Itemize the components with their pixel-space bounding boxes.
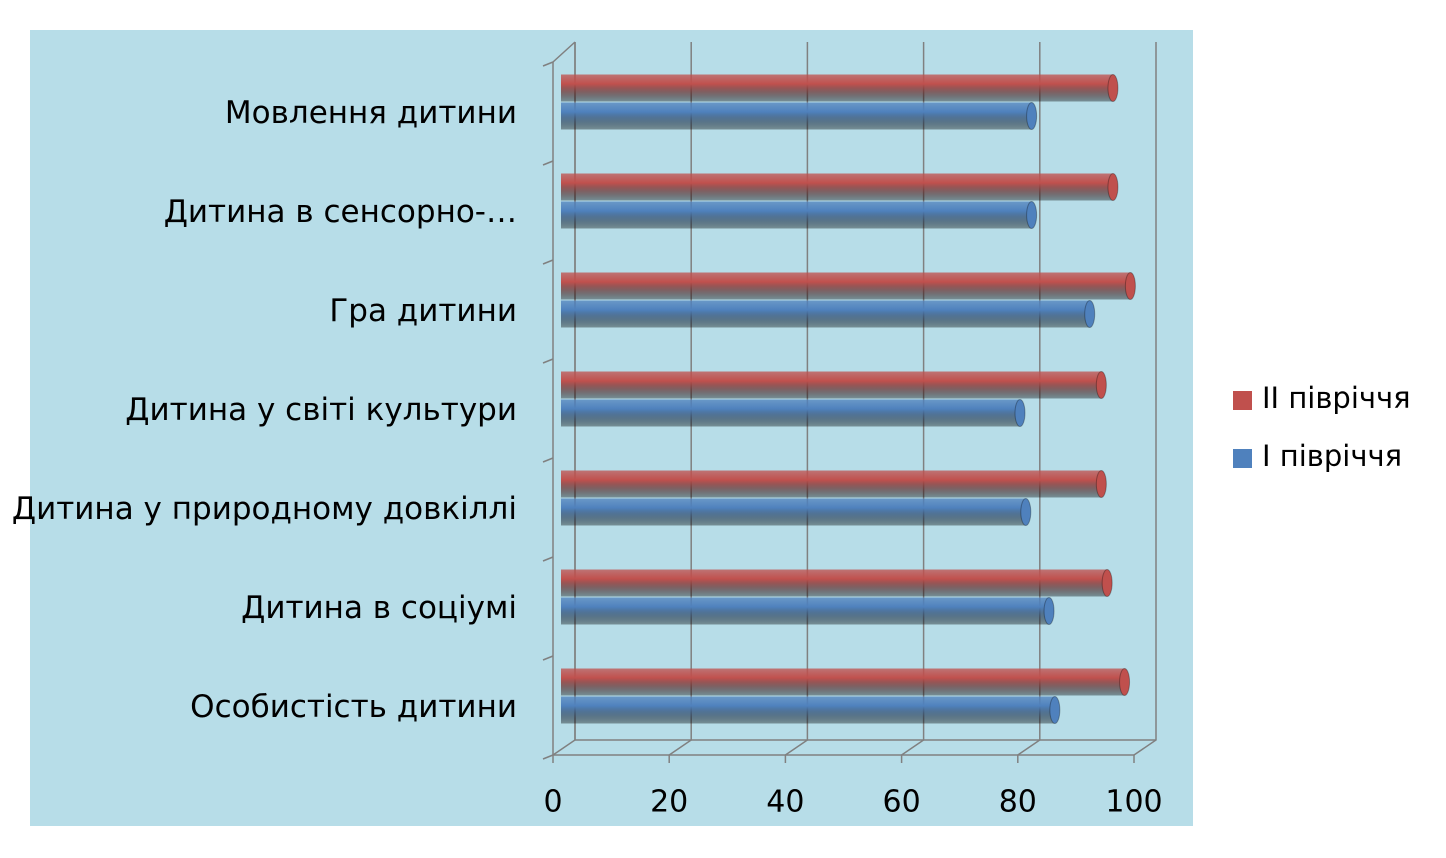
bar: [561, 102, 1032, 130]
category-tick: [542, 754, 554, 760]
x-tick-label: 60: [883, 785, 921, 820]
category-tick: [542, 61, 554, 67]
bar-end-cap: [1084, 300, 1096, 328]
category-label: Гра дитини: [329, 293, 517, 329]
bar-end-cap: [1020, 498, 1032, 526]
category-tick: [542, 556, 554, 562]
bar-end-cap: [1026, 102, 1038, 130]
bar: [561, 201, 1032, 229]
bar: [561, 300, 1090, 328]
grid-line: [1133, 42, 1157, 756]
bar: [561, 498, 1026, 526]
bar-end-cap: [1124, 272, 1136, 300]
bar: [561, 173, 1113, 201]
bar: [561, 470, 1102, 498]
bar-end-cap: [1049, 696, 1061, 724]
category-label: Особистість дитини: [190, 689, 517, 725]
legend-marker: [1233, 391, 1252, 410]
bar-end-cap: [1095, 371, 1107, 399]
bar-end-cap: [1119, 668, 1131, 696]
category-tick: [542, 457, 554, 463]
x-tick-label: 100: [1105, 785, 1162, 820]
bar: [561, 371, 1102, 399]
bar-end-cap: [1101, 569, 1113, 597]
bar-end-cap: [1014, 399, 1026, 427]
category-tick: [542, 259, 554, 265]
x-tick-label: 0: [543, 785, 562, 820]
x-tick-label: 20: [650, 785, 688, 820]
bar: [561, 399, 1020, 427]
category-label: Дитина у світі культури: [125, 392, 517, 428]
category-label: Дитина у природному довкіллі: [12, 491, 517, 527]
bar: [561, 668, 1125, 696]
bar-end-cap: [1095, 470, 1107, 498]
category-label: Дитина в соціумі: [241, 590, 517, 626]
bar: [561, 696, 1055, 724]
bar: [561, 272, 1131, 300]
category-label: Дитина в сенсорно-…: [164, 194, 517, 230]
bar-end-cap: [1043, 597, 1055, 625]
x-tick-label: 80: [999, 785, 1037, 820]
x-tick-label: 40: [766, 785, 804, 820]
legend-marker: [1233, 449, 1252, 468]
category-tick: [542, 358, 554, 364]
category-tick: [542, 160, 554, 166]
bar-end-cap: [1107, 74, 1119, 102]
bar: [561, 74, 1113, 102]
legend-label: II півріччя: [1262, 381, 1411, 415]
legend-label: I півріччя: [1262, 439, 1402, 473]
bar-end-cap: [1107, 173, 1119, 201]
wall-top-edge: [552, 41, 576, 63]
category-label: Мовлення дитини: [225, 95, 517, 131]
bar: [561, 569, 1108, 597]
category-tick: [542, 655, 554, 661]
bar: [561, 597, 1050, 625]
bar-end-cap: [1026, 201, 1038, 229]
